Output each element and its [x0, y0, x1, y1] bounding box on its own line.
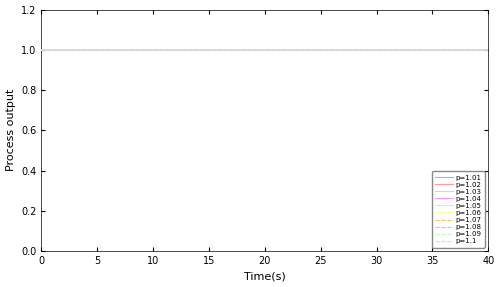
p=1.05	[406, 48, 412, 52]
p=1.07	[329, 48, 335, 52]
p=1.04	[209, 48, 215, 52]
p=1.04	[38, 48, 44, 52]
p=1.09	[120, 48, 126, 52]
p=1.04	[406, 48, 412, 52]
p=1.08	[38, 48, 44, 52]
p=1.04	[329, 48, 335, 52]
p=1.01	[406, 48, 412, 52]
p=1.03	[209, 48, 215, 52]
p=1.03	[372, 48, 378, 52]
p=1.03	[329, 48, 335, 52]
p=1.07	[209, 48, 215, 52]
p=1.09	[406, 48, 412, 52]
p=1.05	[38, 48, 44, 52]
p=1.01	[209, 48, 215, 52]
p=1.06	[329, 48, 335, 52]
p=1.03	[306, 48, 312, 52]
p=1.09	[209, 48, 215, 52]
p=1.08	[120, 48, 126, 52]
p=1.02	[209, 48, 215, 52]
p=1.08	[372, 48, 378, 52]
p=1.05	[372, 48, 378, 52]
p=1.02	[306, 48, 312, 52]
p=1.08	[406, 48, 412, 52]
p=1.1	[120, 48, 126, 52]
p=1.09	[372, 48, 378, 52]
p=1.04	[120, 48, 126, 52]
p=1.04	[306, 48, 312, 52]
p=1.07	[38, 48, 44, 52]
p=1.01	[329, 48, 335, 52]
Legend: p=1.01, p=1.02, p=1.03, p=1.04, p=1.05, p=1.06, p=1.07, p=1.08, p=1.09, p=1.1: p=1.01, p=1.02, p=1.03, p=1.04, p=1.05, …	[432, 171, 485, 248]
p=1.02	[486, 48, 492, 52]
p=1.1	[486, 48, 492, 52]
p=1.02	[329, 48, 335, 52]
Y-axis label: Process output: Process output	[6, 89, 16, 171]
p=1.06	[306, 48, 312, 52]
p=1.1	[329, 48, 335, 52]
p=1.01	[486, 48, 492, 52]
p=1.03	[486, 48, 492, 52]
p=1.07	[306, 48, 312, 52]
p=1.03	[38, 48, 44, 52]
p=1.06	[406, 48, 412, 52]
p=1.05	[329, 48, 335, 52]
p=1.01	[38, 48, 44, 52]
p=1.02	[120, 48, 126, 52]
p=1.08	[306, 48, 312, 52]
p=1.07	[120, 48, 126, 52]
p=1.02	[38, 48, 44, 52]
p=1.01	[120, 48, 126, 52]
p=1.02	[406, 48, 412, 52]
p=1.03	[120, 48, 126, 52]
p=1.05	[486, 48, 492, 52]
p=1.08	[486, 48, 492, 52]
p=1.06	[486, 48, 492, 52]
p=1.06	[209, 48, 215, 52]
X-axis label: Time(s): Time(s)	[244, 272, 286, 282]
p=1.04	[372, 48, 378, 52]
p=1.07	[406, 48, 412, 52]
p=1.03	[406, 48, 412, 52]
p=1.04	[486, 48, 492, 52]
p=1.09	[486, 48, 492, 52]
p=1.01	[372, 48, 378, 52]
p=1.07	[372, 48, 378, 52]
p=1.06	[120, 48, 126, 52]
p=1.05	[120, 48, 126, 52]
p=1.02	[372, 48, 378, 52]
p=1.06	[372, 48, 378, 52]
p=1.09	[329, 48, 335, 52]
p=1.1	[209, 48, 215, 52]
p=1.1	[406, 48, 412, 52]
p=1.09	[38, 48, 44, 52]
p=1.01	[306, 48, 312, 52]
p=1.08	[329, 48, 335, 52]
p=1.05	[306, 48, 312, 52]
p=1.1	[372, 48, 378, 52]
p=1.07	[486, 48, 492, 52]
p=1.08	[209, 48, 215, 52]
p=1.1	[38, 48, 44, 52]
p=1.06	[38, 48, 44, 52]
p=1.1	[306, 48, 312, 52]
p=1.05	[209, 48, 215, 52]
p=1.09	[306, 48, 312, 52]
